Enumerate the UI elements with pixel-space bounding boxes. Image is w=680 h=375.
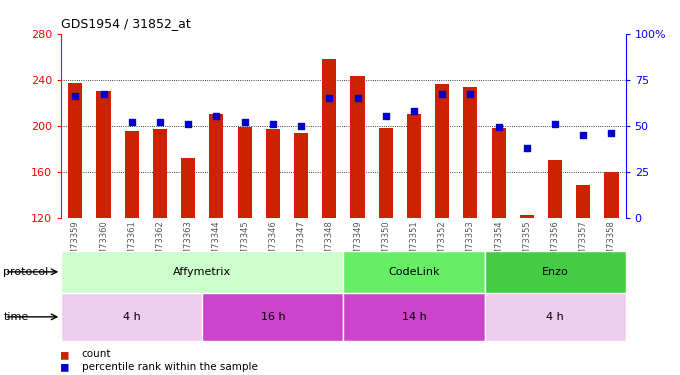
Point [324,95,335,101]
Point [98,92,109,98]
Bar [576,185,590,218]
Bar [68,83,82,218]
Bar [322,59,337,217]
Point [183,121,194,127]
Bar [61,292,203,341]
Bar [484,251,626,292]
Bar [350,76,364,217]
Bar [209,114,224,218]
Point [154,119,165,125]
Bar [153,129,167,218]
Text: 14 h: 14 h [402,312,426,322]
Bar [237,127,252,218]
Point [211,113,222,119]
Point [437,92,447,98]
Bar [492,128,506,218]
Point [409,108,420,114]
Text: protocol: protocol [3,267,49,277]
Bar [548,160,562,218]
Bar [605,171,619,217]
Point [522,145,532,151]
Bar [520,215,534,217]
Bar [484,292,626,341]
Bar [407,114,421,218]
Text: 4 h: 4 h [546,312,564,322]
Point [493,124,504,130]
Point [239,119,250,125]
Point [465,92,476,98]
Text: count: count [82,350,111,359]
Bar [379,128,393,218]
Point [70,93,81,99]
Text: Enzo: Enzo [542,267,568,277]
Point [267,121,278,127]
Bar [97,91,111,218]
Text: GDS1954 / 31852_at: GDS1954 / 31852_at [61,17,191,30]
Point [578,132,589,138]
Text: 4 h: 4 h [123,312,141,322]
Point [352,95,363,101]
Point [126,119,137,125]
Bar [124,131,139,218]
Text: Affymetrix: Affymetrix [173,267,231,277]
Text: CodeLink: CodeLink [388,267,440,277]
Bar [294,132,308,218]
Bar [435,84,449,218]
Bar [343,292,484,341]
Text: percentile rank within the sample: percentile rank within the sample [82,362,258,372]
Bar [463,87,477,218]
Bar [181,158,195,218]
Point [606,130,617,136]
Text: 16 h: 16 h [260,312,285,322]
Text: ■: ■ [61,360,69,373]
Bar [266,129,280,218]
Bar [61,251,343,292]
Bar [203,292,343,341]
Bar [343,251,484,292]
Text: time: time [3,312,29,322]
Text: ■: ■ [61,348,69,361]
Point [549,121,560,127]
Point [296,123,307,129]
Point [380,113,391,119]
